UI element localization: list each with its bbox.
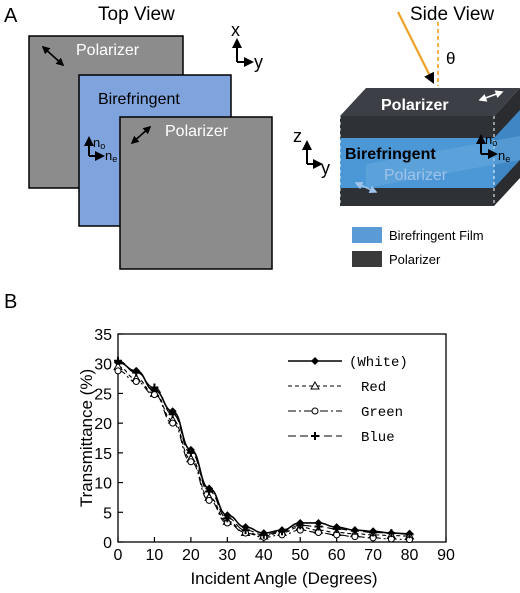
data-point [387,529,396,538]
legend-swatch-polarizer [352,251,382,267]
data-point [223,514,232,523]
x-tick-label: 90 [437,547,455,564]
legend-marker [311,432,319,440]
x-tick-label: 60 [328,547,346,564]
axis-x-label: x [231,20,240,40]
data-point [150,391,158,399]
data-point [150,383,159,392]
series-line [117,366,410,537]
y-tick-label: 20 [94,416,112,433]
n-e-label: ne [105,148,117,164]
legend-label-film: Birefringent Film [389,228,484,243]
legend-label: (White) [349,355,408,371]
x-tick-label: 70 [364,547,382,564]
legend-label-polarizer: Polarizer [389,252,441,267]
x-tick-label: 80 [401,547,419,564]
data-point [405,530,414,539]
y-tick-label: 30 [94,357,112,374]
x-tick-label: 10 [146,547,164,564]
birefringent-label: Birefringent [98,91,180,108]
data-point [314,522,323,531]
x-tick-label: 50 [291,547,309,564]
axis-y2-label: y [321,158,330,178]
x-tick-label: 20 [182,547,200,564]
y-tick-label: 15 [94,446,112,463]
legend-marker [311,357,319,365]
legend-marker [310,380,320,390]
data-point [187,458,195,466]
data-point [186,448,195,457]
panel-b-label: B [4,291,17,313]
data-point [205,487,214,496]
data-point [278,527,286,536]
y-tick-label: 35 [94,327,112,344]
data-point [169,419,177,427]
series-blue [114,356,414,539]
legend-swatch-film [352,227,382,243]
legend-marker [311,407,319,415]
data-point [168,410,177,419]
y-tick-label: 25 [94,386,112,403]
polarizer-back-label: Polarizer [76,42,140,59]
side-polarizer-bottom-label: Polarizer [384,167,448,184]
box-top-polarizer [340,116,494,138]
data-point [241,526,250,535]
y-tick-label: 10 [94,476,112,493]
side-birefringent-label: Birefringent [345,146,436,163]
y-tick-label: 0 [103,535,112,552]
polarizer-front-axis-icon [130,125,152,145]
data-point [259,530,268,539]
polarizer-back-axis-icon [41,45,65,67]
data-point [350,526,359,535]
top-view-title: Top View [98,4,175,25]
x-axis-label: Incident Angle (Degrees) [190,569,377,588]
data-point [114,356,122,365]
y-tick-label: 5 [103,505,112,522]
data-point [296,521,305,530]
data-point [369,528,378,537]
side-n-o-label: no [485,132,497,148]
legend-label: Green [361,405,403,421]
side-top-axis-icon [478,90,504,102]
side-view-title: Side View [410,4,494,25]
transmittance-chart: 0 10 20 30 40 50 60 70 80 90 0 5 10 15 20 25 30 35 Inciden… [77,327,455,588]
axis-y-label: y [254,52,263,72]
data-point [332,524,341,533]
side-polarizer-top-label: Polarizer [381,97,449,114]
box-top-face [340,88,520,116]
plot-frame [117,333,447,543]
box-bottom-polarizer [340,188,494,206]
data-point [132,378,140,386]
data-point [132,368,141,377]
data-point [205,496,213,504]
n-o-label: no [93,135,105,151]
incident-ray [397,11,434,84]
y-axis-label: Transmittance (%) [77,369,96,507]
axis-z-label: z [293,126,302,146]
x-tick-label: 0 [114,547,123,564]
polarizer-front-label: Polarizer [165,123,229,140]
data-point [114,367,122,375]
theta-label: θ [446,49,455,68]
side-n-e-label: ne [498,148,510,164]
x-tick-label: 30 [218,547,236,564]
side-bottom-axis-icon [354,181,378,194]
chart-legend: (White) Red Green Blue [288,355,408,446]
panel-a-label: A [4,5,18,27]
x-tick-label: 40 [255,547,273,564]
legend-label: Blue [361,430,395,446]
legend-label: Red [361,380,386,396]
